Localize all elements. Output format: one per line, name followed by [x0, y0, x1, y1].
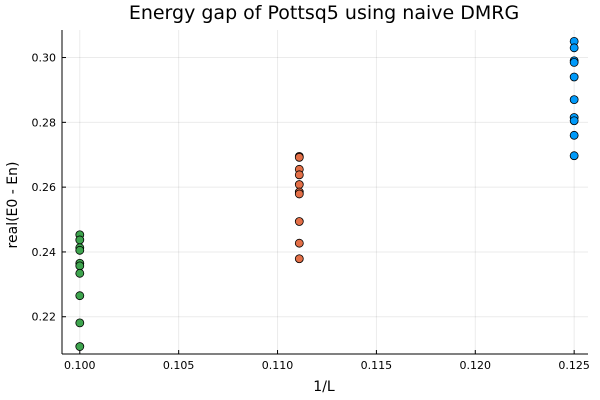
x-tick-label: 0.100 — [64, 359, 96, 372]
x-tick-label: 0.110 — [262, 359, 294, 372]
y-tick-label: 0.28 — [32, 116, 57, 129]
data-point-series-2 — [294, 152, 304, 162]
plot-frame — [61, 30, 588, 355]
y-axis-ticks: 0.22 0.24 0.26 0.28 0.30 — [32, 52, 66, 324]
data-point-series-2 — [294, 180, 304, 189]
x-tick-label: 0.115 — [361, 359, 393, 372]
data-point-series-3 — [75, 291, 85, 301]
data-point-series-2 — [294, 254, 304, 264]
data-point-series-1 — [569, 95, 579, 105]
data-points — [75, 36, 579, 351]
data-point-series-3 — [75, 261, 85, 271]
data-point-series-3 — [75, 268, 85, 278]
data-point-series-2 — [294, 238, 304, 248]
data-point-series-1 — [569, 43, 579, 53]
data-point-series-3 — [75, 245, 85, 255]
x-tick-label: 0.125 — [558, 359, 590, 372]
grid — [62, 30, 588, 354]
data-point-series-1 — [569, 151, 579, 161]
x-tick-label: 0.105 — [163, 359, 195, 372]
y-axis-label: real(E0 - En) — [5, 162, 21, 249]
y-tick-label: 0.30 — [32, 52, 57, 65]
x-axis-ticks: 0.100 0.105 0.110 0.115 0.120 0.125 — [64, 350, 590, 372]
data-point-series-3 — [75, 235, 85, 245]
x-axis-label: 1/L — [313, 379, 335, 395]
y-tick-label: 0.26 — [32, 181, 57, 194]
data-point-series-2 — [294, 170, 304, 180]
x-tick-label: 0.120 — [460, 359, 492, 372]
data-point-series-3 — [75, 318, 85, 328]
data-point-series-1 — [569, 58, 579, 67]
chart-title: Energy gap of Pottsq5 using naive DMRG — [129, 2, 519, 24]
data-point-series-1 — [569, 130, 579, 140]
data-point-series-1 — [569, 116, 579, 126]
data-point-series-1 — [569, 72, 579, 82]
y-tick-label: 0.24 — [32, 246, 57, 259]
data-point-series-2 — [294, 189, 304, 199]
y-tick-label: 0.22 — [32, 311, 57, 324]
data-point-series-2 — [294, 217, 304, 226]
data-point-series-3 — [75, 342, 85, 351]
